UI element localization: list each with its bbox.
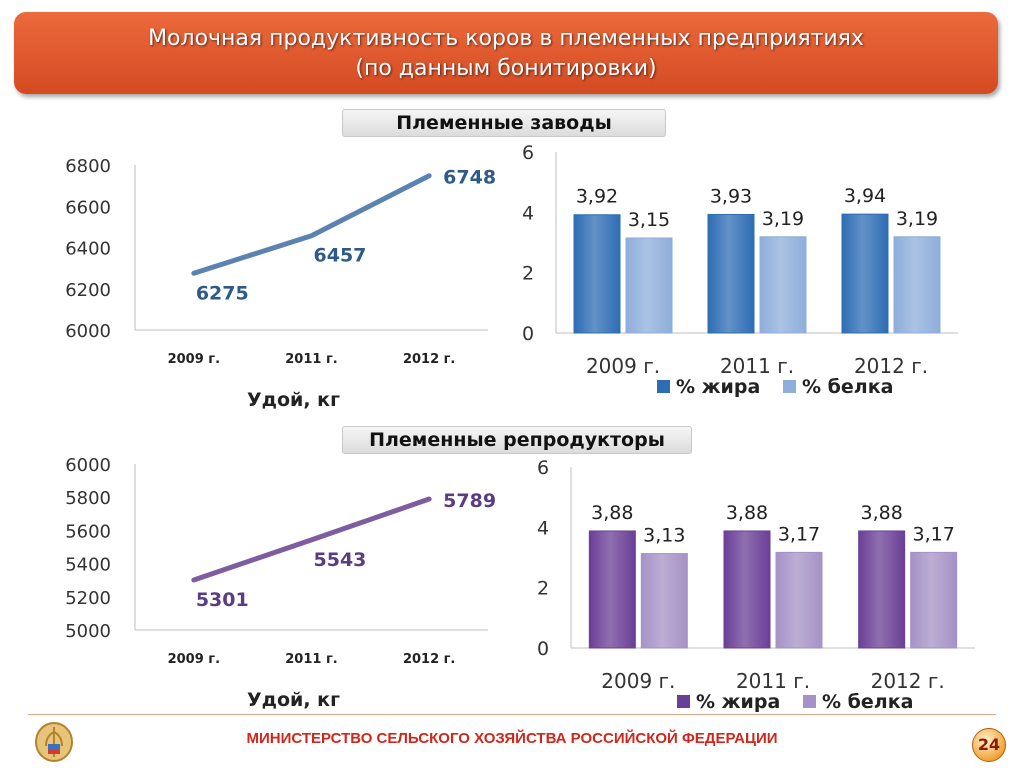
bar1-bar-label: 3,92	[576, 186, 618, 208]
bar2-ytick: 0	[537, 638, 549, 660]
bar1-legend-label: % белка	[802, 376, 893, 398]
line2-ytick: 5400	[65, 555, 111, 576]
bar2-ytick: 4	[537, 517, 549, 539]
title-line-2: (по данным бонитировки)	[355, 56, 657, 81]
ministry-emblem-icon	[35, 722, 73, 762]
line2-data-label: 5789	[443, 490, 496, 512]
line1-series-line	[191, 173, 432, 276]
bar2-bar-label: 3,13	[643, 525, 685, 547]
line2-ytick: 5000	[65, 621, 111, 642]
bar2-xtick: 2009 г.	[601, 669, 675, 693]
bar2-bar-label: 3,17	[913, 523, 955, 545]
bar1-bar-label: 3,19	[762, 208, 804, 230]
footer-ministry: МИНИСТЕРСТВО СЕЛЬСКОГО ХОЗЯЙСТВА РОССИЙС…	[246, 730, 778, 747]
bar1-legend-swatch	[657, 380, 670, 393]
bar1-xtick: 2009 г.	[586, 354, 660, 378]
bar2-ytick: 2	[537, 578, 549, 600]
bar2-legend-label: % жира	[696, 691, 780, 713]
line2-xtick: 2011 г.	[285, 652, 337, 667]
bar2-bar-label: 3,88	[726, 502, 768, 524]
bar2-bar-label: 3,17	[778, 523, 820, 545]
section-label-zavody: Племенные заводы	[342, 109, 666, 137]
line2-xtick: 2009 г.	[168, 652, 220, 667]
line1-data-label: 6457	[314, 245, 367, 267]
bar1-legend-label: % жира	[676, 376, 760, 398]
bar2-ytick: 6	[537, 457, 549, 479]
line2-series-line	[191, 496, 432, 583]
line1-data-label: 6748	[443, 167, 496, 189]
line2-ytick: 5200	[65, 588, 111, 609]
bar1-ytick: 6	[522, 142, 534, 164]
bar1-ytick: 4	[522, 202, 534, 224]
line1-xtick: 2009 г.	[168, 352, 220, 367]
bar2-xtick: 2011 г.	[736, 669, 810, 693]
bar1-xtick: 2011 г.	[720, 354, 794, 378]
line1-xtick: 2011 г.	[285, 352, 337, 367]
line1-ytick: 6800	[65, 156, 111, 177]
bar2-bar-protein	[775, 551, 823, 649]
line2-ytick: 5800	[65, 488, 111, 509]
title-banner: Молочная продуктивность коров в племенны…	[14, 12, 998, 94]
bar1-bar-fat	[841, 213, 889, 334]
bar2-xtick: 2012 г.	[871, 669, 945, 693]
line1-xlabel: Удой, кг	[247, 389, 340, 411]
bar2-legend-swatch	[803, 695, 816, 708]
bar2-legend-label: % белка	[822, 691, 913, 713]
line2-data-label: 5301	[196, 589, 249, 611]
bar1-bar-protein	[625, 237, 673, 334]
bar2-bar-fat	[858, 530, 906, 649]
line2-data-label: 5543	[314, 549, 367, 571]
bar1-bar-label: 3,15	[628, 209, 670, 231]
line2-ytick: 6000	[65, 455, 111, 476]
line2-xtick: 2012 г.	[403, 652, 455, 667]
bar2-legend-swatch	[677, 695, 690, 708]
line1-ytick: 6000	[65, 321, 111, 342]
line2-xlabel: Удой, кг	[247, 689, 340, 711]
bar2-bar-protein	[910, 551, 958, 649]
bar1-bar-protein	[759, 236, 807, 334]
line1-ytick: 6200	[65, 280, 111, 301]
line1-data-label: 6275	[196, 282, 249, 304]
line1-ytick: 6400	[65, 239, 111, 260]
bar2-bar-label: 3,88	[861, 502, 903, 524]
bar1-bar-label: 3,93	[710, 185, 752, 207]
bar2-bar-fat	[723, 530, 771, 649]
bar1-ytick: 2	[522, 263, 534, 285]
title-line-1: Молочная продуктивность коров в племенны…	[148, 26, 864, 51]
line2-ytick: 5600	[65, 521, 111, 542]
bar1-bar-fat	[573, 214, 621, 334]
bar1-ytick: 0	[522, 323, 534, 345]
bar1-bar-label: 3,94	[844, 185, 886, 207]
bar2-bar-fat	[588, 530, 636, 649]
bar1-xtick: 2012 г.	[854, 354, 928, 378]
bar2-bar-protein	[640, 553, 688, 649]
bar2-bar-label: 3,88	[591, 502, 633, 524]
line1-xtick: 2012 г.	[403, 352, 455, 367]
bar1-bar-label: 3,19	[896, 208, 938, 230]
bar1-bar-protein	[893, 236, 941, 334]
section-label-reproduktory: Племенные репродукторы	[342, 426, 692, 454]
page-number: 24	[972, 728, 1006, 762]
bar1-bar-fat	[707, 213, 755, 334]
line1-ytick: 6600	[65, 197, 111, 218]
footer-divider	[28, 714, 996, 715]
bar1-legend-swatch	[783, 380, 796, 393]
